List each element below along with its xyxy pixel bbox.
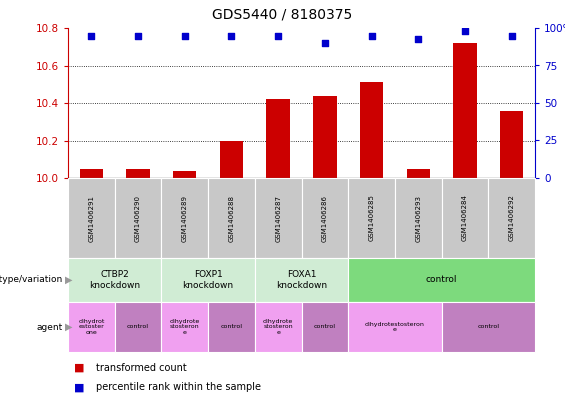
Point xyxy=(87,32,96,39)
Text: GDS5440 / 8180375: GDS5440 / 8180375 xyxy=(212,8,353,22)
Text: genotype/variation: genotype/variation xyxy=(0,275,62,285)
Bar xyxy=(348,302,442,352)
Text: GSM1406286: GSM1406286 xyxy=(322,195,328,242)
Bar xyxy=(115,178,162,258)
Bar xyxy=(68,178,115,258)
Text: control: control xyxy=(314,325,336,329)
Text: dihydrote
stosteron
e: dihydrote stosteron e xyxy=(170,319,200,335)
Text: GSM1406285: GSM1406285 xyxy=(368,195,375,241)
Text: GSM1406293: GSM1406293 xyxy=(415,195,421,242)
Text: dihydrotestosteron
e: dihydrotestosteron e xyxy=(365,321,425,332)
Bar xyxy=(442,178,488,258)
Bar xyxy=(162,258,255,302)
Bar xyxy=(127,169,150,178)
Text: CTBP2
knockdown: CTBP2 knockdown xyxy=(89,270,140,290)
Point xyxy=(227,32,236,39)
Bar xyxy=(407,169,430,178)
Bar xyxy=(302,302,348,352)
Text: percentile rank within the sample: percentile rank within the sample xyxy=(96,382,261,392)
Text: ■: ■ xyxy=(73,363,84,373)
Bar xyxy=(208,302,255,352)
Bar xyxy=(255,258,348,302)
Text: dihydrote
stosteron
e: dihydrote stosteron e xyxy=(263,319,293,335)
Bar xyxy=(453,43,477,178)
Bar xyxy=(68,258,162,302)
Point xyxy=(414,35,423,42)
Bar xyxy=(162,178,208,258)
Bar xyxy=(500,110,523,178)
Point xyxy=(460,28,470,34)
Text: FOXA1
knockdown: FOXA1 knockdown xyxy=(276,270,327,290)
Text: control: control xyxy=(220,325,242,329)
Bar xyxy=(80,169,103,178)
Bar xyxy=(173,171,197,178)
Bar xyxy=(255,302,302,352)
Bar xyxy=(488,178,535,258)
Text: GSM1406287: GSM1406287 xyxy=(275,195,281,242)
Point xyxy=(507,32,516,39)
Bar xyxy=(255,178,302,258)
Bar xyxy=(348,178,395,258)
Text: control: control xyxy=(426,275,457,285)
Bar xyxy=(68,302,115,352)
Text: FOXP1
knockdown: FOXP1 knockdown xyxy=(182,270,234,290)
Text: ▶: ▶ xyxy=(65,275,73,285)
Point xyxy=(180,32,189,39)
Bar xyxy=(313,95,337,178)
Bar xyxy=(360,83,383,178)
Point xyxy=(320,40,329,46)
Text: control: control xyxy=(477,325,499,329)
Bar xyxy=(115,302,162,352)
Point xyxy=(133,32,142,39)
Text: GSM1406288: GSM1406288 xyxy=(228,195,234,242)
Point xyxy=(367,32,376,39)
Bar xyxy=(162,302,208,352)
Text: GSM1406292: GSM1406292 xyxy=(508,195,515,241)
Text: GSM1406290: GSM1406290 xyxy=(135,195,141,242)
Text: control: control xyxy=(127,325,149,329)
Bar xyxy=(220,141,243,178)
Text: GSM1406289: GSM1406289 xyxy=(182,195,188,242)
Bar xyxy=(302,178,348,258)
Text: GSM1406284: GSM1406284 xyxy=(462,195,468,241)
Bar xyxy=(208,178,255,258)
Text: GSM1406291: GSM1406291 xyxy=(88,195,94,242)
Text: ▶: ▶ xyxy=(65,322,73,332)
Bar xyxy=(395,178,442,258)
Bar xyxy=(267,99,290,178)
Point xyxy=(273,32,282,39)
Bar xyxy=(348,258,535,302)
Text: transformed count: transformed count xyxy=(96,363,187,373)
Bar xyxy=(442,302,535,352)
Text: agent: agent xyxy=(36,323,62,332)
Text: ■: ■ xyxy=(73,382,84,392)
Text: dihydrot
estoster
one: dihydrot estoster one xyxy=(78,319,105,335)
